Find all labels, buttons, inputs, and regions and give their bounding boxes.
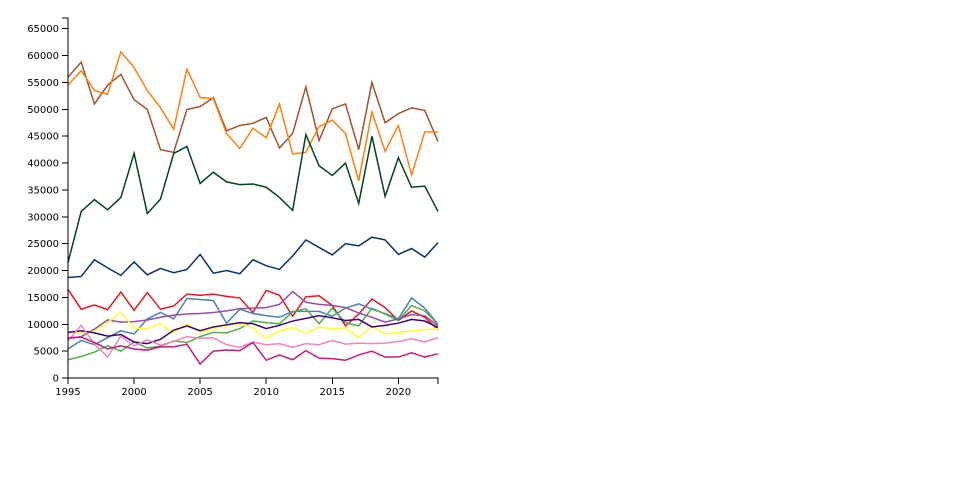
x-tick-label: 1995	[55, 387, 80, 398]
series-line-7	[67, 304, 439, 361]
y-tick-label: 40000	[27, 159, 59, 170]
series-line-2	[67, 50, 438, 182]
series-line-10	[67, 314, 439, 345]
series-line-3	[67, 131, 439, 263]
y-tick-label: 60000	[27, 51, 59, 62]
series-line-5	[67, 288, 439, 331]
y-tick-label: 5000	[34, 347, 59, 358]
x-axis-line	[67, 377, 439, 384]
series-line-11	[67, 324, 439, 359]
y-tick-label: 15000	[27, 293, 59, 304]
series-group	[67, 50, 439, 366]
y-tick-label: 0	[53, 374, 59, 385]
series-line-12	[67, 336, 439, 366]
y-tick-label: 25000	[27, 239, 59, 250]
x-tick-label: 2010	[253, 387, 278, 398]
series-line-1	[67, 60, 439, 154]
x-tick-label: 2005	[187, 387, 212, 398]
x-tick-label: 2020	[386, 387, 411, 398]
y-tick-label: 45000	[27, 132, 59, 143]
x-tick-label: 2000	[121, 387, 146, 398]
y-tick-label: 20000	[27, 266, 59, 277]
y-axis: 0 5000 10000 15000 20000 25000 30000 35000 40000…	[27, 17, 69, 385]
y-tick-label: 65000	[27, 24, 59, 35]
y-tick-label: 50000	[27, 105, 59, 116]
x-tick-label: 2015	[320, 387, 345, 398]
y-tick-label: 30000	[27, 212, 59, 223]
x-axis: 1995 2000 2005 2010 2015 2020	[55, 377, 439, 398]
series-line-4	[67, 236, 439, 279]
series-line-9	[67, 311, 439, 340]
y-tick-label: 35000	[27, 185, 59, 196]
y-tick-label: 55000	[27, 78, 59, 89]
y-tick-label: 10000	[27, 320, 59, 331]
